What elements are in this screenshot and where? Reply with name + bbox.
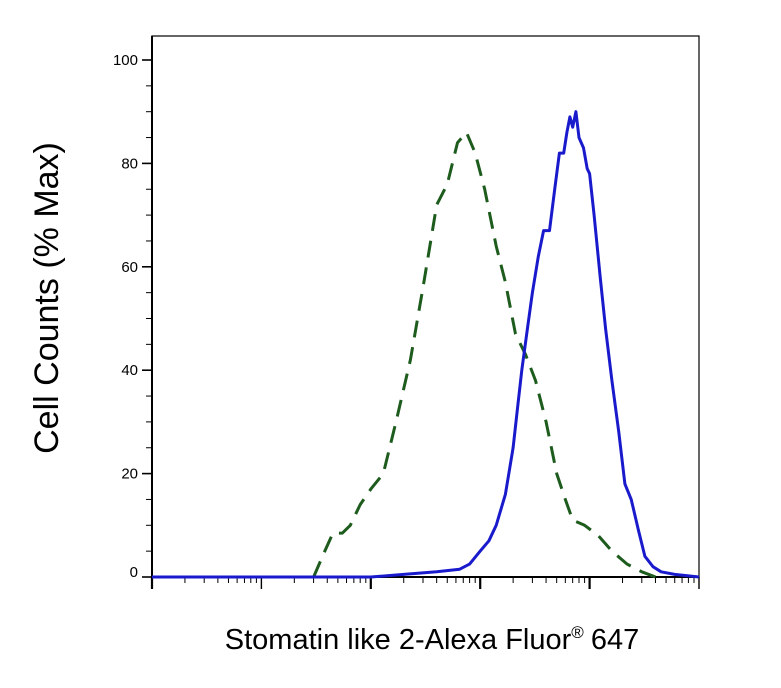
plot-frame [151, 35, 700, 578]
plot-border [151, 35, 700, 578]
x-axis-label-registered-mark: ® [571, 623, 584, 642]
y-tick-label: 40 [121, 362, 138, 379]
series-layer [152, 110, 700, 579]
sample-histogram-solid [152, 110, 700, 579]
y-axis-ticks: 0 20 40 60 80 100 [113, 52, 152, 581]
x-axis-label: Stomatin like 2-Alexa Fluor® 647 [225, 623, 639, 656]
y-tick-label: 80 [121, 155, 138, 172]
x-axis-ticks [150, 577, 700, 589]
control-histogram-dashed [312, 130, 657, 579]
y-tick-label: 60 [121, 259, 138, 276]
x-axis-label-text: Stomatin like 2-Alexa Fluor [225, 624, 572, 656]
y-axis-label: Cell Counts (% Max) [28, 142, 66, 454]
y-tick-label: 100 [113, 52, 138, 69]
y-tick-label: 0 [130, 564, 138, 581]
x-axis-label-suffix: 647 [591, 624, 639, 656]
y-tick-label: 20 [121, 466, 138, 483]
